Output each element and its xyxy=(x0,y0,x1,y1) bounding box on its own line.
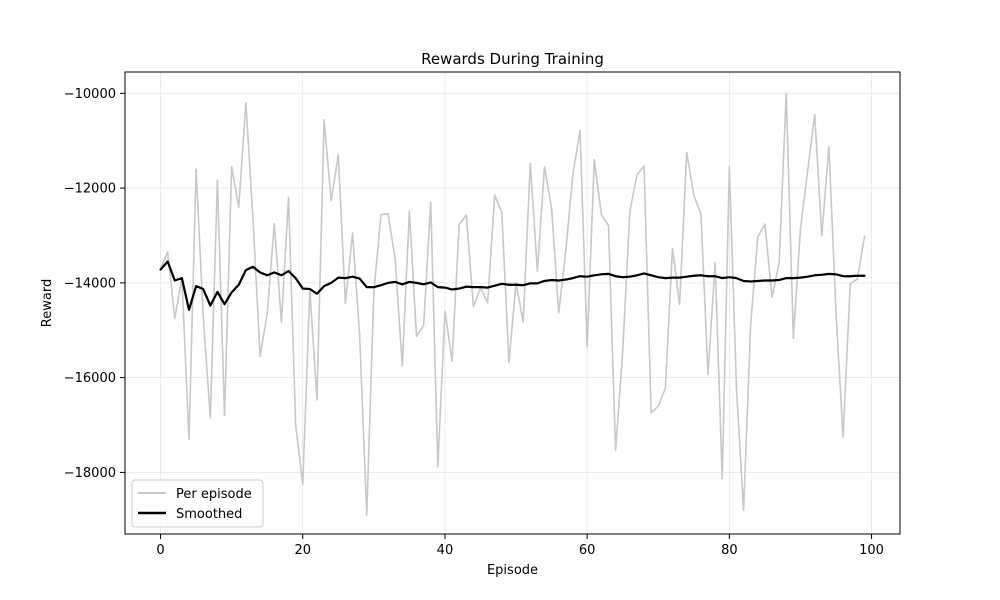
axis-ticks: 0 20 40 60 80 100 −18000 −16000 −14000 −12000 −100… xyxy=(64,87,884,558)
x-tick-label: 0 xyxy=(156,543,164,558)
y-tick-label: −16000 xyxy=(64,371,116,386)
x-tick-label: 40 xyxy=(437,543,454,558)
legend-label-per-episode: Per episode xyxy=(176,487,252,502)
x-tick-label: 20 xyxy=(294,543,311,558)
legend: Per episode Smoothed xyxy=(131,479,264,528)
series-line-smoothed xyxy=(159,260,866,311)
grid xyxy=(125,72,900,534)
y-tick-label: −12000 xyxy=(64,182,116,197)
x-axis-label: Episode xyxy=(487,563,538,578)
y-tick-label: −14000 xyxy=(64,276,116,291)
y-axis-label: Reward xyxy=(40,279,55,327)
legend-label-smoothed: Smoothed xyxy=(176,507,242,522)
x-tick-label: 100 xyxy=(859,543,884,558)
plot-frame xyxy=(124,71,901,535)
legend-box xyxy=(131,479,264,528)
x-tick-label: 60 xyxy=(579,543,596,558)
y-tick-label: −10000 xyxy=(64,87,116,102)
x-tick-label: 80 xyxy=(721,543,738,558)
chart-title: Rewards During Training xyxy=(421,50,604,68)
y-tick-label: −18000 xyxy=(64,466,116,481)
series-group xyxy=(159,92,866,516)
